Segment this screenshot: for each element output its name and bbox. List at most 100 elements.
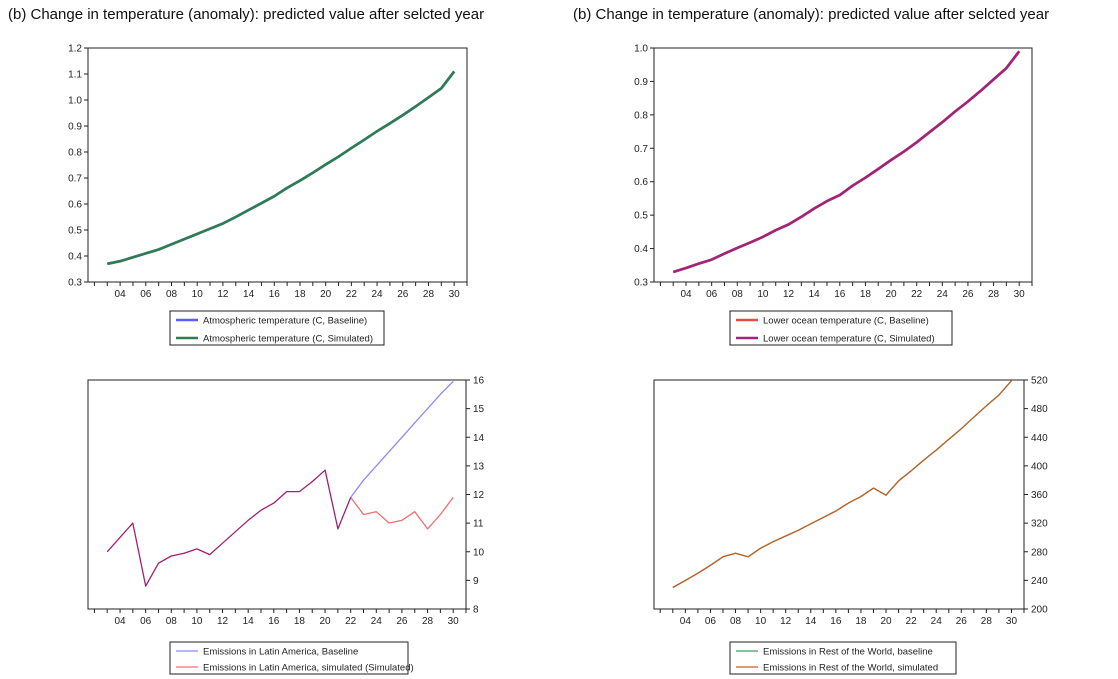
x-tick-label: 18	[860, 289, 872, 300]
chart-row: 04 06 08 10 12 14 16 18 20 22 24 26 28 30 200 240 280 320…	[653, 376, 1048, 675]
x-tick-label: 20	[885, 289, 897, 300]
y-tick-label: 1.0	[68, 96, 82, 107]
y-tick-label: 15	[473, 404, 485, 415]
x-tick-label: 26	[396, 616, 408, 627]
x-tick-label: 06	[140, 616, 152, 627]
y-tick-label: 0.5	[68, 226, 82, 237]
y-tick-label: 0.3	[68, 278, 82, 289]
x-tick-label: 04	[115, 289, 127, 300]
series-line-latam-1	[350, 497, 454, 530]
x-tick-label: 30	[449, 289, 461, 300]
y-tick-label: 13	[473, 461, 485, 472]
legend-entry: Emissions in Latin America, Baseline	[203, 647, 358, 658]
x-tick-label: 22	[346, 289, 358, 300]
y-tick-label: 360	[1031, 490, 1048, 501]
legend-box	[169, 641, 409, 675]
x-tick-label: 16	[268, 616, 280, 627]
x-tick-label: 18	[294, 289, 306, 300]
x-tick-label: 28	[422, 616, 434, 627]
x-tick-label: 28	[423, 289, 435, 300]
x-tick-label: 10	[191, 616, 203, 627]
x-tick-label: 20	[880, 616, 892, 627]
x-tick-label: 28	[988, 289, 1000, 300]
x-tick-label: 18	[855, 616, 867, 627]
chart-ocean: 04 06 08 10 12 14 16 18 20 22 24 26 28 30 0.3 0.4 0.5 0.6…	[634, 44, 1033, 346]
y-tick-label: 280	[1031, 547, 1048, 558]
y-tick-label: 0.7	[68, 174, 82, 185]
y-tick-label: 1.2	[68, 44, 82, 55]
y-tick-label: 1.0	[634, 44, 648, 55]
y-tick-label: 400	[1031, 461, 1048, 472]
x-tick-label: 26	[397, 289, 409, 300]
y-tick-label: 0.6	[68, 200, 82, 211]
series-line-ocean-0	[672, 50, 1021, 274]
y-tick-label: 8	[473, 605, 479, 616]
chart-atm: 04 06 08 10 12 14 16 18 20 22 24 26 28 30 0.3 0.4 0.5 0.6…	[68, 44, 468, 346]
y-tick-label: 0.6	[634, 177, 648, 188]
x-tick-label: 06	[706, 289, 718, 300]
x-tick-label: 04	[680, 616, 692, 627]
x-tick-label: 12	[217, 616, 229, 627]
x-tick-label: 22	[345, 616, 357, 627]
plot-frame	[653, 47, 1033, 283]
series-line-ocean-1	[672, 50, 1021, 274]
y-tick-label: 11	[473, 519, 484, 530]
y-tick-label: 200	[1031, 605, 1048, 616]
y-tick-label: 0.9	[634, 77, 648, 88]
legend-entry: Emissions in Rest of the World, simulate…	[763, 663, 938, 674]
x-tick-label: 04	[114, 616, 126, 627]
x-tick-label: 08	[732, 289, 744, 300]
x-tick-label: 14	[809, 289, 821, 300]
x-tick-label: 12	[783, 289, 795, 300]
legend-entry: Atmospheric temperature (C, Simulated)	[203, 334, 373, 345]
y-tick-label: 0.4	[634, 244, 648, 255]
x-tick-label: 08	[730, 616, 742, 627]
y-tick-label: 0.3	[634, 278, 648, 289]
x-tick-label: 14	[243, 616, 255, 627]
legend-box	[729, 641, 957, 675]
y-tick-label: 480	[1031, 404, 1048, 415]
series-line-atm-1	[107, 70, 456, 266]
y-tick-label: 0.5	[634, 211, 648, 222]
x-tick-label: 20	[320, 289, 332, 300]
series-line-latam-2	[106, 469, 352, 587]
y-tick-label: 9	[473, 576, 479, 587]
x-tick-label: 24	[372, 289, 384, 300]
y-tick-label: 240	[1031, 576, 1048, 587]
legend-box	[169, 310, 385, 346]
x-tick-label: 30	[448, 616, 460, 627]
x-tick-label: 16	[830, 616, 842, 627]
plot-frame	[87, 47, 468, 283]
y-tick-label: 0.9	[68, 122, 82, 133]
y-tick-label: 320	[1031, 519, 1048, 530]
legend-entry: Atmospheric temperature (C, Baseline)	[203, 316, 367, 327]
x-tick-label: 24	[937, 289, 949, 300]
x-tick-label: 14	[805, 616, 817, 627]
x-tick-label: 10	[192, 289, 204, 300]
x-tick-label: 22	[911, 289, 923, 300]
x-tick-label: 10	[757, 289, 769, 300]
x-tick-label: 30	[1006, 616, 1018, 627]
x-tick-label: 08	[166, 289, 178, 300]
x-tick-label: 16	[834, 289, 846, 300]
chart-title-right: (b) Change in temperature (anomaly): pre…	[573, 6, 1050, 23]
y-tick-label: 1.1	[68, 70, 82, 81]
y-tick-label: 0.8	[634, 110, 648, 121]
y-tick-label: 12	[473, 490, 485, 501]
legend-entry: Lower ocean temperature (C, Baseline)	[763, 316, 929, 327]
x-tick-label: 28	[981, 616, 993, 627]
y-tick-label: 0.7	[634, 144, 648, 155]
y-tick-label: 0.8	[68, 148, 82, 159]
x-tick-label: 26	[956, 616, 968, 627]
x-tick-label: 04	[680, 289, 692, 300]
x-tick-label: 24	[371, 616, 383, 627]
plot-frame	[87, 379, 467, 610]
x-tick-label: 06	[140, 289, 152, 300]
y-tick-label: 0.4	[68, 252, 82, 263]
x-tick-label: 16	[269, 289, 281, 300]
y-tick-label: 14	[473, 433, 485, 444]
x-tick-label: 24	[931, 616, 943, 627]
x-tick-label: 12	[780, 616, 792, 627]
plot-frame	[653, 379, 1025, 610]
